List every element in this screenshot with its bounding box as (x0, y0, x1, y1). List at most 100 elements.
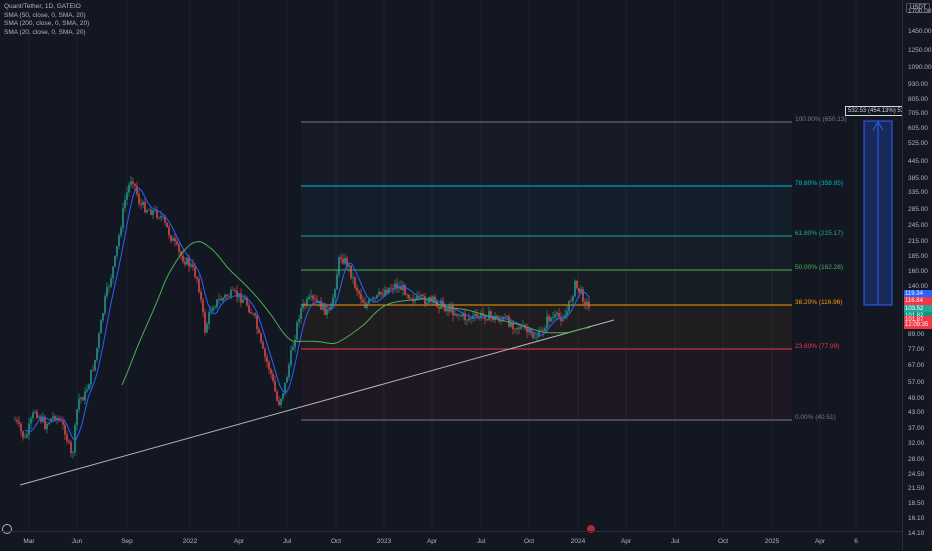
candle-body (540, 330, 542, 332)
time-tick-label: Jul (282, 538, 292, 545)
event-marker-icon[interactable] (587, 525, 595, 533)
candle-body (278, 400, 280, 405)
legend-sma200[interactable]: SMA (200, close, 0, SMA, 20) (4, 20, 90, 27)
candle-body (284, 382, 286, 394)
candle-body (578, 287, 580, 293)
candle-body (362, 299, 364, 303)
candle-body (228, 296, 230, 297)
time-tick-label: Jun (71, 538, 83, 545)
candle-body (316, 299, 318, 303)
candle-body (518, 327, 520, 329)
candle-body (286, 377, 288, 383)
candle-body (78, 398, 80, 410)
candle-body (68, 441, 70, 443)
candle-body (42, 417, 44, 422)
candle-body (554, 314, 556, 318)
candle-body (390, 287, 392, 289)
candle-body (370, 299, 372, 301)
candle-body (146, 210, 148, 213)
candle-body (136, 185, 138, 195)
time-axis[interactable]: Mar Jun Sep 2022 Apr Jul Oct 2023 Apr Jul Oct 2024 A… (0, 531, 902, 551)
candle-body (164, 216, 166, 223)
candle-body (318, 300, 320, 303)
time-tick-label: Jul (670, 538, 680, 545)
price-tick-label: 21.50 (908, 485, 925, 492)
candle-body (170, 235, 172, 242)
fib-level-label[interactable]: 0.00% (40.51) (795, 414, 836, 421)
fib-level-label[interactable]: 23.60% (77.99) (795, 343, 840, 350)
tradingview-logo-icon[interactable] (2, 524, 12, 534)
candle-body (326, 309, 328, 315)
candle-body (520, 326, 522, 329)
candle-body (226, 294, 228, 297)
fib-level-label[interactable]: 78.60% (358.95) (795, 180, 844, 187)
candle-body (526, 328, 528, 333)
candle-body (580, 289, 582, 293)
candle-body (304, 303, 306, 306)
candle-body (54, 416, 56, 420)
candle-body (474, 313, 476, 316)
currency-badge[interactable]: USDT (906, 3, 931, 13)
legend-sma20[interactable]: SMA (20, close, 0, SMA, 20) (4, 28, 86, 36)
candle-body (452, 305, 454, 316)
candle-body (536, 337, 538, 338)
candle-body (528, 329, 530, 333)
candle-body (150, 209, 152, 216)
candle-body (218, 299, 220, 300)
candle-body (94, 359, 96, 371)
candle-body (162, 216, 164, 217)
candle-body (330, 304, 332, 311)
fib-zone (301, 186, 792, 236)
candle-body (200, 291, 202, 300)
candle-body (234, 290, 236, 291)
candle-body (112, 266, 114, 279)
candle-body (376, 294, 378, 299)
candle-body (172, 238, 174, 242)
legend-symbol[interactable]: Quant/Tether, 1D, GATEIO (4, 3, 81, 10)
candle-body (134, 183, 136, 186)
price-tick-label: 89.00 (908, 331, 925, 338)
candle-body (122, 208, 124, 229)
price-tick-label: 525.00 (908, 140, 928, 147)
candle-body (90, 369, 92, 385)
candle-body (438, 306, 440, 309)
candle-body (260, 333, 262, 343)
candle-body (462, 313, 464, 317)
candle-body (562, 318, 564, 321)
candle-body (508, 316, 510, 327)
fib-level-label[interactable]: 100.00% (650.13) (795, 116, 847, 123)
candle-body (14, 419, 16, 421)
candle-body (158, 217, 160, 219)
candle-body (384, 290, 386, 296)
candle-body (334, 289, 336, 298)
candle-body (492, 316, 494, 320)
candle-body (220, 299, 222, 301)
candle-body (110, 278, 112, 287)
candle-body (450, 305, 452, 312)
fib-level-label[interactable]: 50.00% (162.28) (795, 264, 844, 271)
candle-body (344, 258, 346, 264)
candle-body (546, 316, 548, 329)
candle-body (194, 267, 196, 278)
time-tick-label: 2024 (570, 538, 586, 545)
candle-body (558, 312, 560, 317)
candle-body (188, 257, 190, 267)
candle-body (418, 295, 420, 297)
candle-body (214, 307, 216, 309)
legend-sma50[interactable]: SMA (50, close, 0, SMA, 20) (4, 11, 86, 19)
fib-level-label[interactable]: 61.80% (225.17) (795, 230, 844, 237)
time-tick-label: 6 (854, 538, 858, 545)
candle-body (292, 347, 294, 351)
candle-body (26, 434, 28, 438)
price-chart[interactable] (0, 0, 902, 531)
candle-body (538, 330, 540, 338)
candle-body (242, 299, 244, 303)
price-tick-label: 43.00 (908, 409, 925, 416)
price-tick-label: 37.00 (908, 425, 925, 432)
price-tick-label: 1250.00 (908, 47, 932, 54)
candle-body (358, 291, 360, 294)
price-axis[interactable]: USDT 1700.00 1450.00 1250.00 1090.00 930.00 8… (902, 0, 932, 550)
candle-body (258, 328, 260, 334)
chart-pane[interactable]: Quant/Tether, 1D, GATEIO SMA (50, close,… (0, 0, 918, 534)
fib-level-label[interactable]: 38.20% (116.96) (795, 299, 843, 306)
